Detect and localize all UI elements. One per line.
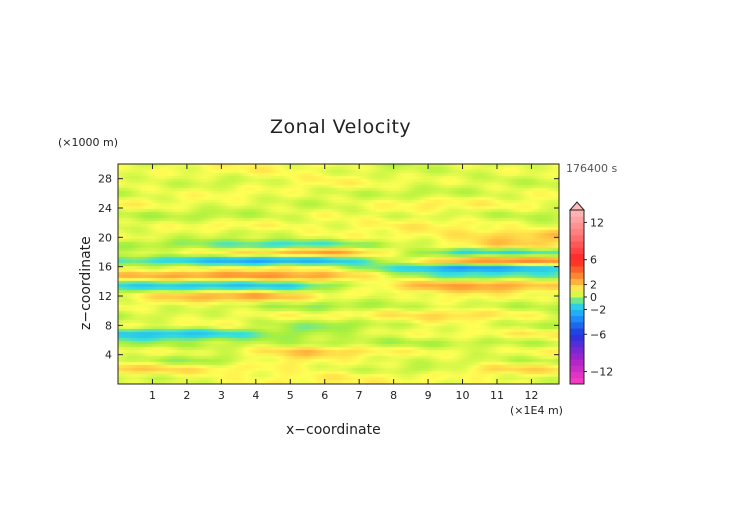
colorbar-segment [570,259,584,267]
plot-frame [117,163,560,385]
colorbar-tick-label: −6 [590,328,606,341]
colorbar-segment [570,297,584,304]
colorbar-tick-label: 12 [590,216,604,229]
velocity-field [118,164,559,384]
time-label: 176400 s [566,162,618,175]
x-axis-label: x−coordinate [286,422,381,438]
colorbar-tick-label: 6 [590,254,597,267]
colorbar-segment [570,241,584,248]
colorbar-segment [570,272,584,279]
colorbar-segment [570,265,584,273]
colorbar-segment [570,290,584,298]
colorbar-segment [570,371,584,379]
colorbar-segment [570,340,584,348]
colorbar-segment [570,352,584,360]
y-tick-label: 8 [105,319,112,332]
colorbar-segment [570,278,584,286]
colorbar-segment [570,377,584,385]
colorbar-segment [570,210,584,217]
y-tick-label: 28 [98,173,112,186]
x-tick-label: 7 [356,389,363,402]
chart-title: Zonal Velocity [270,116,412,138]
colorbar-segment [570,253,584,261]
colorbar-segment [570,346,584,354]
colorbar-segment [570,222,584,230]
y-tick-label: 24 [98,202,112,215]
x-tick-label: 5 [287,389,294,402]
colorbar-segment [570,309,584,317]
colorbar-tick-label: −12 [590,366,613,379]
y-tick-label: 16 [98,261,112,274]
x-tick-label: 11 [490,389,504,402]
x-axis-unit: (×1E4 m) [510,404,563,417]
x-tick-label: 8 [390,389,397,402]
colorbar-segment [570,247,584,254]
x-tick-label: 1 [149,389,156,402]
colorbar-segment [570,334,584,341]
colorbar-segment [570,321,584,329]
y-axis-unit: (×1000 m) [58,136,119,149]
colorbar-tick-label: 2 [590,279,597,292]
colorbar-segment [570,365,584,373]
x-tick-label: 4 [252,389,259,402]
y-tick-label: 12 [98,290,112,303]
x-tick-label: 12 [524,389,538,402]
x-tick-label: 2 [183,389,190,402]
colorbar-extend-arrow [568,201,586,211]
x-tick-label: 6 [321,389,328,402]
colorbar-segment [570,234,584,242]
colorbar-segment [570,216,584,223]
colorbar-segment [570,228,584,236]
y-tick-label: 4 [105,349,112,362]
colorbar-segment [570,315,584,323]
colorbar-tick-label: 0 [590,291,597,304]
x-tick-label: 10 [456,389,470,402]
x-tick-label: 9 [425,389,432,402]
colorbar-tick-label: −2 [590,303,606,316]
colorbar-segment [570,284,584,292]
x-tick-label: 3 [218,389,225,402]
colorbar-segment [570,359,584,366]
colorbar-segment [570,328,584,335]
y-tick-label: 20 [98,231,112,244]
colorbar-segment [570,303,584,310]
